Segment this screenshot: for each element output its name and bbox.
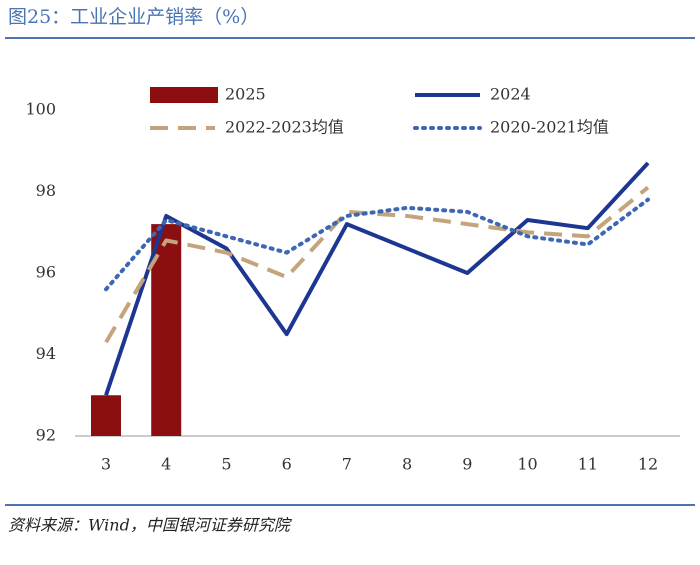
line [104, 197, 650, 292]
y-tick-label: 98 [36, 181, 56, 200]
legend-label: 2022-2023均值 [225, 118, 344, 137]
source: 资料来源：Wind，中国银河证券研究院 [8, 516, 293, 535]
x-tick-label: 4 [161, 455, 171, 474]
y-tick-label: 96 [36, 263, 56, 282]
legend-label: 2020-2021均值 [490, 118, 609, 137]
legend-label: 2025 [225, 85, 266, 104]
x-tick-label: 5 [221, 455, 231, 474]
x-tick-label: 7 [342, 455, 352, 474]
y-tick-label: 94 [36, 344, 56, 363]
x-tick-label: 6 [282, 455, 292, 474]
y-tick-label: 100 [25, 100, 56, 119]
y-tick-label: 92 [36, 426, 56, 445]
x-tick-label: 3 [101, 455, 111, 474]
page-title: 图25：工业企业产销率（%） [8, 6, 259, 28]
x-tick-label: 10 [517, 455, 537, 474]
x-tick-label: 11 [578, 455, 598, 474]
bar [91, 395, 121, 436]
legend-swatch [150, 87, 218, 103]
x-tick-label: 12 [638, 455, 658, 474]
x-tick-label: 9 [462, 455, 472, 474]
line [104, 161, 650, 396]
legend-label: 2024 [490, 85, 531, 104]
line [104, 185, 650, 344]
x-tick-label: 8 [402, 455, 412, 474]
